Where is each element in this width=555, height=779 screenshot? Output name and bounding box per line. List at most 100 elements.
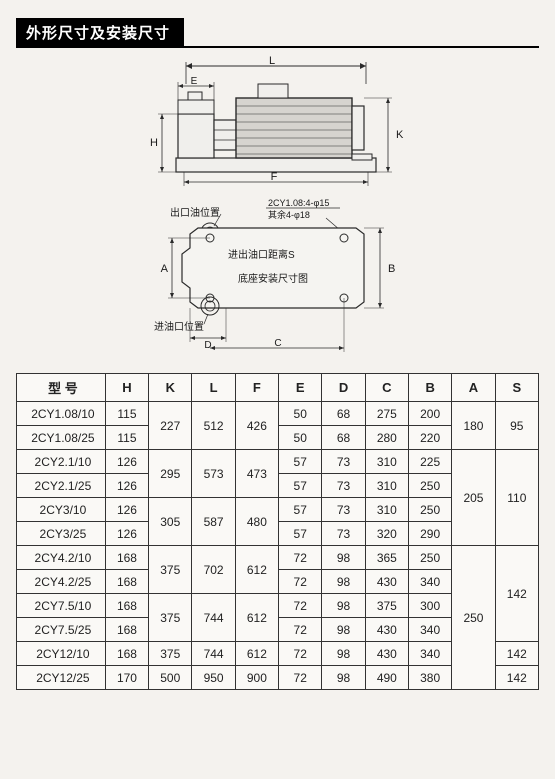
section-title: 外形尺寸及安装尺寸 bbox=[16, 18, 184, 47]
cell-model: 2CY3/25 bbox=[17, 522, 106, 546]
cell: 430 bbox=[365, 570, 408, 594]
cell: 612 bbox=[235, 642, 278, 666]
cell-model: 2CY2.1/25 bbox=[17, 474, 106, 498]
cell: 587 bbox=[192, 498, 235, 546]
diagram-container: L bbox=[16, 54, 539, 359]
cell: 73 bbox=[322, 450, 365, 474]
cell: 50 bbox=[279, 426, 322, 450]
cell: 744 bbox=[192, 594, 235, 642]
cell: 57 bbox=[279, 474, 322, 498]
cell: 950 bbox=[192, 666, 235, 690]
cell: 170 bbox=[105, 666, 148, 690]
cell: 320 bbox=[365, 522, 408, 546]
cell: 72 bbox=[279, 570, 322, 594]
cell: 168 bbox=[105, 570, 148, 594]
dim-H: H bbox=[150, 137, 158, 149]
cell: 500 bbox=[149, 666, 192, 690]
cell: 702 bbox=[192, 546, 235, 594]
cell: 72 bbox=[279, 546, 322, 570]
cell: 98 bbox=[322, 618, 365, 642]
cell-model: 2CY1.08/25 bbox=[17, 426, 106, 450]
cell: 900 bbox=[235, 666, 278, 690]
cell: 220 bbox=[408, 426, 451, 450]
cell-model: 2CY12/10 bbox=[17, 642, 106, 666]
cell: 98 bbox=[322, 594, 365, 618]
dim-F: F bbox=[270, 171, 277, 183]
cell: 168 bbox=[105, 594, 148, 618]
cell: 73 bbox=[322, 498, 365, 522]
cell: 98 bbox=[322, 642, 365, 666]
cell-model: 2CY3/10 bbox=[17, 498, 106, 522]
cell: 280 bbox=[365, 426, 408, 450]
th-H: H bbox=[105, 374, 148, 402]
cell: 612 bbox=[235, 594, 278, 642]
cell: 375 bbox=[149, 594, 192, 642]
cell: 126 bbox=[105, 522, 148, 546]
cell: 430 bbox=[365, 618, 408, 642]
cell: 225 bbox=[408, 450, 451, 474]
base-label: 底座安装尺寸图 bbox=[238, 272, 308, 285]
cell: 72 bbox=[279, 618, 322, 642]
cell: 227 bbox=[149, 402, 192, 450]
cell: 295 bbox=[149, 450, 192, 498]
cell: 250 bbox=[452, 546, 495, 690]
cell: 115 bbox=[105, 426, 148, 450]
dim-C: C bbox=[274, 338, 281, 349]
cell: 612 bbox=[235, 546, 278, 594]
cell: 142 bbox=[495, 642, 538, 666]
cell: 57 bbox=[279, 450, 322, 474]
cell: 168 bbox=[105, 642, 148, 666]
dim-B: B bbox=[388, 263, 395, 275]
cell: 340 bbox=[408, 570, 451, 594]
cell-model: 2CY2.1/10 bbox=[17, 450, 106, 474]
cell-model: 2CY4.2/10 bbox=[17, 546, 106, 570]
cell: 375 bbox=[149, 546, 192, 594]
th-S: S bbox=[495, 374, 538, 402]
cell: 365 bbox=[365, 546, 408, 570]
cell: 98 bbox=[322, 570, 365, 594]
cell: 473 bbox=[235, 450, 278, 498]
cell: 512 bbox=[192, 402, 235, 450]
cell: 250 bbox=[408, 498, 451, 522]
dimensions-table: 型 号 H K L F E D C B A S 2CY1.08/10 115 2… bbox=[16, 373, 539, 690]
cell: 57 bbox=[279, 522, 322, 546]
cell: 98 bbox=[322, 546, 365, 570]
cell: 72 bbox=[279, 666, 322, 690]
inlet-dist-label: 进出油口距离S bbox=[228, 248, 295, 261]
cell: 250 bbox=[408, 546, 451, 570]
cell: 426 bbox=[235, 402, 278, 450]
title-underline bbox=[16, 46, 539, 48]
top-view: L bbox=[150, 55, 404, 186]
inlet-label: 进油口位置 bbox=[154, 320, 204, 333]
cell-model: 2CY12/25 bbox=[17, 666, 106, 690]
cell: 300 bbox=[408, 594, 451, 618]
th-C: C bbox=[365, 374, 408, 402]
cell: 310 bbox=[365, 450, 408, 474]
cell: 168 bbox=[105, 618, 148, 642]
cell: 126 bbox=[105, 474, 148, 498]
cell: 68 bbox=[322, 426, 365, 450]
cell: 340 bbox=[408, 642, 451, 666]
cell: 205 bbox=[452, 450, 495, 546]
th-A: A bbox=[452, 374, 495, 402]
bottom-view: 出口油位置 2CY1.08:4-φ15 其余4-φ18 进出油口距离S bbox=[154, 198, 395, 352]
cell: 180 bbox=[452, 402, 495, 450]
outlet-label: 出口油位置 bbox=[170, 206, 220, 219]
cell: 110 bbox=[495, 450, 538, 546]
cell: 95 bbox=[495, 402, 538, 450]
cell-model: 2CY1.08/10 bbox=[17, 402, 106, 426]
th-L: L bbox=[192, 374, 235, 402]
cell: 57 bbox=[279, 498, 322, 522]
cell: 142 bbox=[495, 666, 538, 690]
cell: 50 bbox=[279, 402, 322, 426]
th-F: F bbox=[235, 374, 278, 402]
th-K: K bbox=[149, 374, 192, 402]
cell: 275 bbox=[365, 402, 408, 426]
cell: 310 bbox=[365, 498, 408, 522]
th-E: E bbox=[279, 374, 322, 402]
cell: 340 bbox=[408, 618, 451, 642]
th-B: B bbox=[408, 374, 451, 402]
cell: 744 bbox=[192, 642, 235, 666]
dim-L: L bbox=[268, 55, 274, 67]
cell: 126 bbox=[105, 450, 148, 474]
